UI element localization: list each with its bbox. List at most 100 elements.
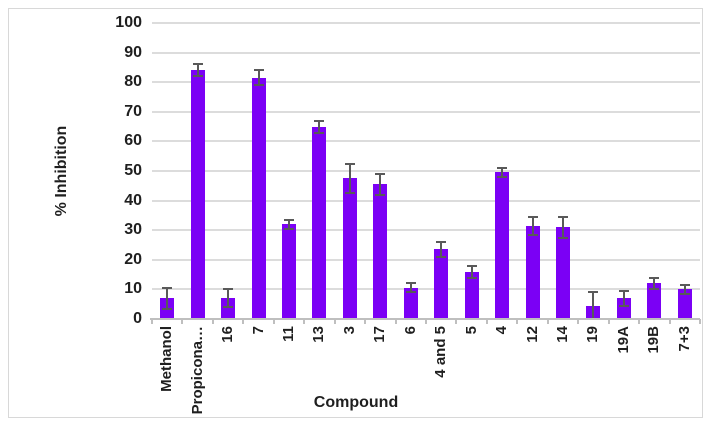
- x-tick-label: 7+3: [675, 326, 693, 352]
- bar-19b: [647, 283, 662, 319]
- error-bar: [257, 70, 260, 86]
- error-bar: [653, 277, 656, 290]
- x-axis-tick: [607, 319, 610, 324]
- error-bar-cap: [162, 307, 173, 310]
- bar-13: [312, 126, 327, 319]
- error-bar-cap: [436, 241, 447, 244]
- y-tick-label: 50: [124, 162, 142, 179]
- y-axis-title: % Inhibition: [53, 125, 70, 217]
- gridline: [152, 258, 700, 261]
- error-bar-cap: [162, 286, 173, 289]
- y-tick-label: 70: [124, 102, 142, 120]
- error-bar: [683, 284, 686, 294]
- error-bar-cap: [405, 291, 416, 294]
- x-tick-label: 6: [401, 326, 419, 335]
- bar-16: [221, 298, 236, 319]
- error-bar: [409, 283, 412, 293]
- bar-4-and-5: [434, 249, 449, 319]
- bar-17: [373, 184, 388, 319]
- gridline: [152, 199, 700, 202]
- error-bar-cap: [497, 167, 508, 170]
- y-tick-label: 40: [124, 191, 142, 209]
- x-tick-label: 3: [340, 326, 358, 335]
- error-bar-cap: [436, 255, 447, 258]
- error-bar: [227, 289, 230, 308]
- bar-4: [495, 172, 510, 319]
- error-bar-cap: [558, 215, 568, 218]
- bar-12: [525, 225, 540, 319]
- error-bar-cap: [253, 84, 264, 87]
- x-tick-label: 4 and 5: [432, 326, 450, 378]
- x-axis-tick: [638, 319, 641, 324]
- error-bar-cap: [375, 172, 386, 175]
- error-bar-cap: [649, 276, 660, 279]
- x-tick-label: 17: [371, 326, 389, 343]
- gridline: [152, 229, 700, 232]
- gridline: [152, 288, 700, 291]
- x-axis-tick: [546, 319, 549, 324]
- error-bar-cap: [314, 131, 325, 134]
- error-bar-cap: [223, 306, 234, 309]
- y-tick-label: 100: [115, 14, 142, 31]
- x-tick-label: 14: [554, 326, 571, 343]
- error-bar: [531, 216, 534, 235]
- error-bar: [470, 265, 473, 278]
- x-axis-tick: [364, 319, 367, 324]
- x-tick-label: 7: [249, 326, 267, 335]
- x-tick-label: 5: [462, 326, 480, 335]
- error-bar-cap: [497, 175, 508, 178]
- x-axis-tick: [577, 319, 580, 324]
- y-tick-label: 30: [124, 221, 142, 239]
- bar-14: [556, 227, 570, 319]
- bar-5: [464, 271, 479, 319]
- bar-19a: [616, 298, 631, 319]
- error-bar-cap: [344, 162, 355, 165]
- x-tick-label: 4: [493, 326, 511, 335]
- y-tick-label: 80: [124, 73, 142, 91]
- x-tick-label: 13: [310, 326, 328, 343]
- y-tick-label: 0: [133, 310, 142, 327]
- error-bar-cap: [466, 276, 477, 279]
- error-bar: [379, 173, 382, 195]
- error-bar-cap: [558, 236, 568, 239]
- x-axis-tick: [151, 319, 153, 324]
- error-bar: [622, 290, 625, 306]
- bar-7-3: [677, 289, 692, 319]
- error-bar-cap: [314, 119, 325, 122]
- x-axis-title: Compound: [313, 394, 399, 411]
- error-bar-cap: [679, 283, 690, 286]
- error-bar-cap: [527, 233, 538, 236]
- x-axis-tick: [333, 319, 336, 324]
- error-bar: [196, 64, 199, 77]
- y-tick-label: 90: [124, 43, 142, 61]
- error-bar: [318, 120, 321, 133]
- gridline: [152, 22, 700, 24]
- error-bar-cap: [284, 218, 294, 221]
- gridline: [152, 170, 700, 172]
- bar-7: [251, 77, 266, 319]
- x-axis-tick: [272, 319, 275, 324]
- error-bar-cap: [344, 192, 355, 195]
- gridline: [152, 81, 700, 84]
- x-tick-label: 19B: [645, 326, 663, 354]
- error-bar-cap: [375, 193, 386, 196]
- error-bar-cap: [527, 215, 538, 218]
- x-axis-tick: [181, 319, 184, 324]
- x-axis-tick: [394, 319, 397, 324]
- x-axis-tick: [668, 319, 671, 324]
- gridline: [152, 110, 700, 113]
- bar-propicona-: [190, 70, 205, 319]
- x-tick-label: 16: [219, 326, 237, 343]
- bar-3: [342, 178, 357, 319]
- x-tick-label: Propicona…: [188, 326, 206, 415]
- x-axis-tick: [455, 319, 458, 324]
- error-bar-cap: [679, 292, 690, 295]
- gridline: [152, 51, 700, 54]
- y-tick-label: 10: [124, 280, 142, 298]
- error-bar-cap: [466, 264, 477, 267]
- error-bar-cap: [192, 63, 203, 66]
- x-tick-label: 19A: [614, 326, 632, 354]
- x-tick-label: 11: [280, 326, 297, 342]
- x-axis-tick: [211, 319, 214, 324]
- error-bar: [166, 287, 169, 309]
